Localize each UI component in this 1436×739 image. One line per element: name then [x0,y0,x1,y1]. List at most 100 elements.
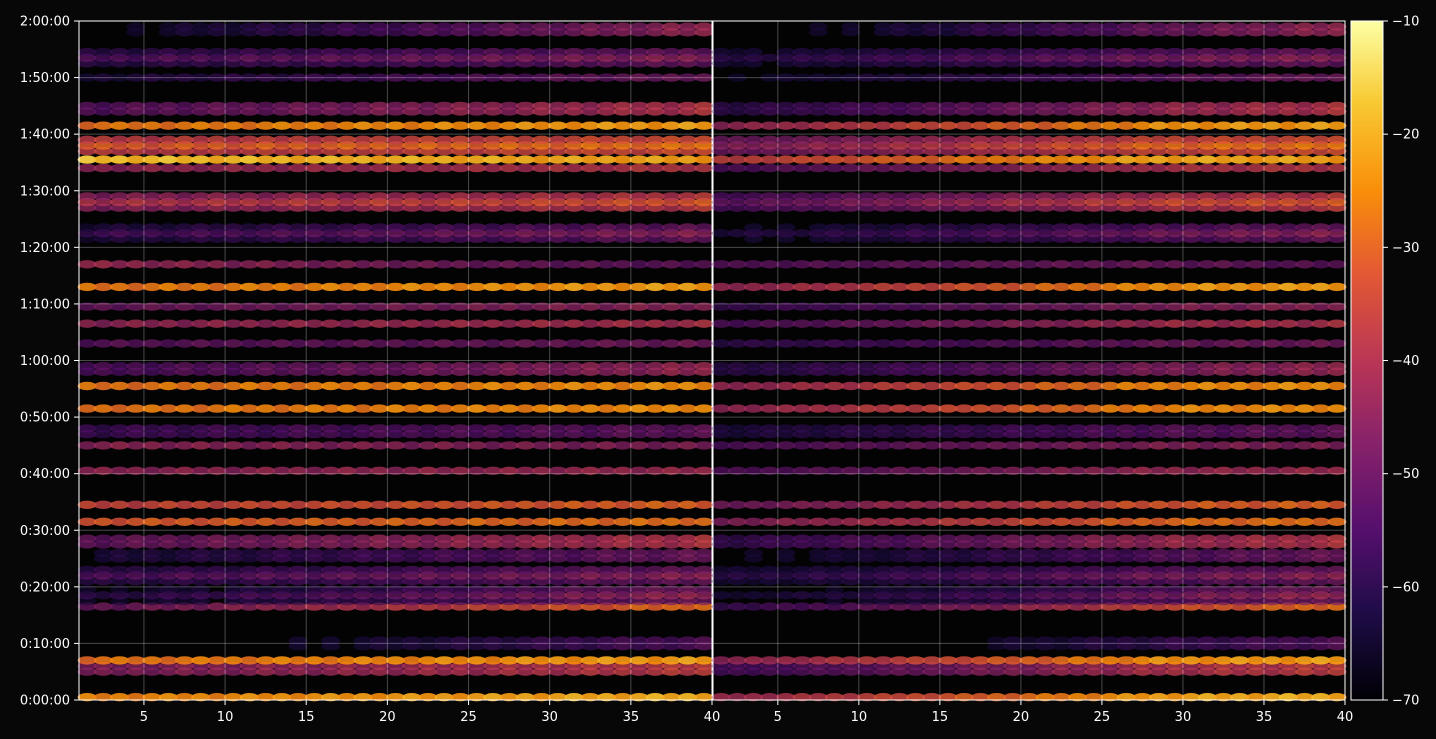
heatmap-cell [1311,441,1331,450]
heatmap-cell [1214,101,1233,111]
heatmap-cell [1230,223,1250,232]
heatmap-cell [239,585,259,594]
heatmap-cell [450,693,470,702]
heatmap-cell [922,73,942,82]
heatmap-cell [337,517,357,526]
heatmap-cell [402,534,422,543]
heatmap-cell [304,404,324,413]
heatmap-cell [1295,466,1314,475]
heatmap-cell [321,47,341,57]
heatmap-cell [1246,500,1266,509]
heatmap-cell [191,381,211,391]
heatmap-cell [175,155,194,164]
x-tick-label: 10 [217,710,234,725]
heatmap-cell [93,192,113,201]
heatmap-cell [467,362,487,371]
heatmap-cell [873,565,893,575]
heatmap-cell [386,22,405,31]
heatmap-cell [954,47,974,57]
heatmap-cell [272,585,292,594]
heatmap-cell [1262,517,1282,526]
heatmap-cell [548,585,568,594]
heatmap-cell [1230,260,1250,269]
x-tick-label: 10 [851,710,868,725]
heatmap-cell [207,155,227,164]
heatmap-cell [499,466,519,475]
heatmap-cell [110,565,130,575]
heatmap-cell [353,424,373,433]
heatmap-cell [580,135,600,144]
heatmap-cell [970,500,990,509]
heatmap-cell [142,534,162,543]
heatmap-cell [727,163,747,173]
heatmap-cell [873,466,893,475]
heatmap-cell [337,585,357,594]
heatmap-cell [288,73,308,82]
heatmap-cell [889,282,909,292]
heatmap-cell [239,163,259,173]
heatmap-cell [548,362,568,371]
heatmap-cell [922,441,942,450]
heatmap-cell [1149,319,1169,328]
heatmap-cell [386,381,405,391]
heatmap-cell [1214,163,1233,173]
heatmap-cell [1051,548,1071,558]
heatmap-cell [304,693,324,702]
heatmap-cell [1295,192,1314,201]
heatmap-cell [1149,163,1169,173]
heatmap-cell [597,260,616,269]
heatmap-cell [386,223,405,232]
heatmap-cell [272,282,292,292]
heatmap-cell [1181,223,1201,232]
heatmap-cell [499,101,519,111]
heatmap-cell [175,404,194,413]
right-panel [711,20,1347,702]
heatmap-cell [792,192,812,201]
heatmap-cell [288,565,308,575]
heatmap-cell [564,339,584,348]
heatmap-cell [922,282,942,292]
heatmap-cell [808,155,828,164]
heatmap-cell [239,693,259,702]
heatmap-cell [580,500,600,509]
heatmap-cell [126,693,146,702]
heatmap-cell [645,302,665,311]
heatmap-cell [1165,441,1185,450]
heatmap-cell [142,441,162,450]
heatmap-cell [629,282,649,292]
heatmap-cell [239,517,259,526]
heatmap-cell [1246,192,1266,201]
heatmap-cell [1100,693,1120,702]
heatmap-cell [288,636,308,645]
heatmap-cell [987,302,1007,311]
heatmap-cell [987,404,1007,413]
heatmap-cell [175,302,194,311]
x-tick-label: 5 [774,710,782,725]
heatmap-cell [1246,339,1266,348]
heatmap-cell [987,339,1007,348]
heatmap-cell [1003,282,1023,292]
heatmap-cell [369,121,389,130]
heatmap-cell [1181,534,1201,543]
heatmap-cell [1068,585,1088,594]
heatmap-cell [337,565,357,575]
heatmap-cell [126,22,146,31]
heatmap-cell [744,381,763,391]
heatmap-cell [1116,101,1136,111]
heatmap-cell [1278,121,1298,130]
heatmap-cell [1197,517,1217,526]
heatmap-cell [110,192,130,201]
heatmap-cell [1311,424,1331,433]
heatmap-cell [922,548,942,558]
heatmap-cell [645,404,665,413]
heatmap-cell [93,565,113,575]
heatmap-cell [938,73,958,82]
heatmap-cell [110,381,130,391]
heatmap-cell [450,282,470,292]
heatmap-cell [564,302,584,311]
heatmap-cell [1165,585,1185,594]
heatmap-cell [353,381,373,391]
heatmap-cell [402,466,422,475]
heatmap-cell [1132,73,1152,82]
heatmap-cell [353,121,373,130]
